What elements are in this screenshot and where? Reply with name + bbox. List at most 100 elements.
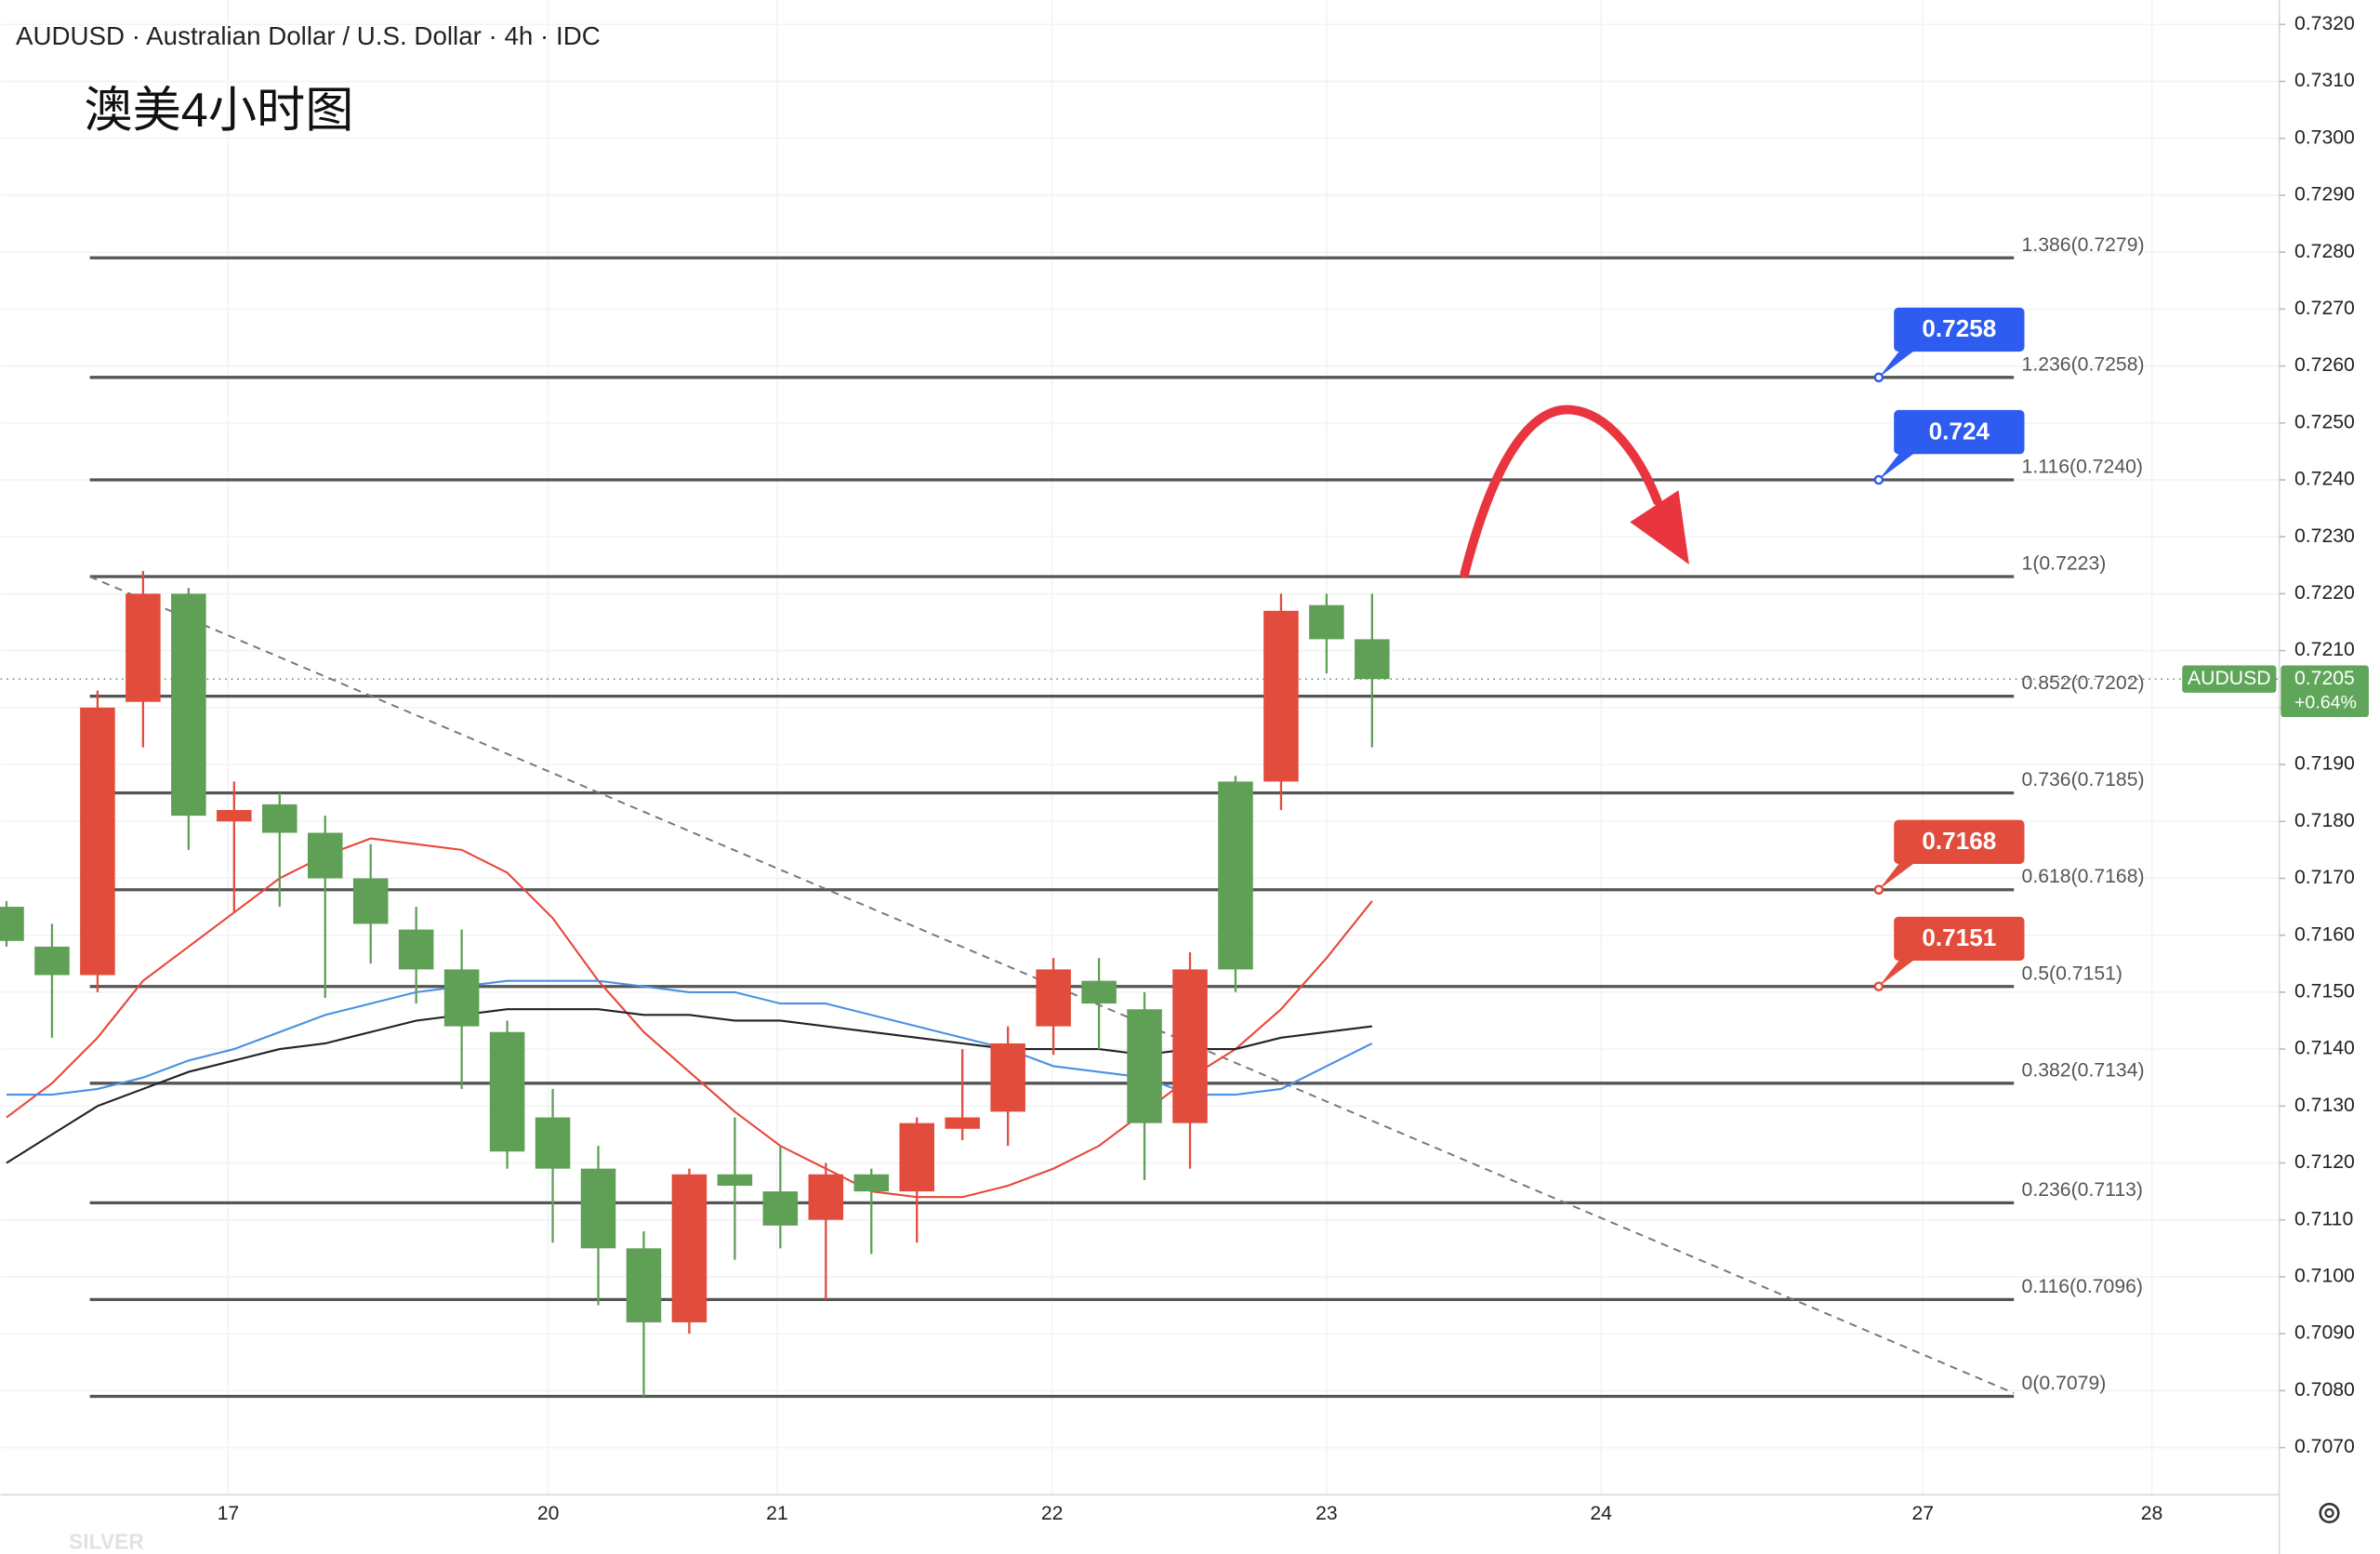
candle-body	[1081, 980, 1117, 1004]
y-tick-label: 0.7080	[2294, 1379, 2355, 1401]
symbol-tag	[2182, 665, 2277, 693]
y-tick-label: 0.7110	[2294, 1208, 2353, 1229]
x-tick-label: 24	[1590, 1503, 1612, 1524]
badge-box	[1894, 307, 2025, 352]
candle	[1036, 958, 1071, 1056]
fib-label: 0.236(0.7113)	[2022, 1179, 2143, 1201]
chart-title: AUDUSD · Australian Dollar / U.S. Dollar…	[16, 21, 601, 50]
candle-body	[1036, 969, 1071, 1027]
candle-body	[34, 946, 70, 976]
y-tick-label: 0.7130	[2294, 1095, 2355, 1116]
candle	[671, 1168, 707, 1335]
candle	[80, 690, 115, 992]
candle-body	[0, 907, 24, 941]
badge-anchor	[1873, 372, 1884, 383]
candle	[126, 570, 161, 748]
y-tick-label: 0.7320	[2294, 13, 2355, 34]
candle-body	[1355, 639, 1390, 680]
candle-body	[671, 1174, 707, 1322]
candle	[1218, 776, 1253, 992]
y-tick-label: 0.7210	[2294, 639, 2355, 660]
chart-subtitle: 澳美4小时图	[84, 84, 353, 138]
candle	[580, 1146, 616, 1306]
fib-label: 0(0.7079)	[2022, 1373, 2107, 1394]
x-tick-label: 23	[1316, 1503, 1338, 1524]
y-tick-label: 0.7280	[2294, 241, 2355, 262]
candle	[808, 1162, 844, 1300]
fib-label: 0.852(0.7202)	[2022, 672, 2145, 694]
fib-label: 0.5(0.7151)	[2022, 963, 2122, 984]
x-tick-label: 28	[2141, 1503, 2163, 1524]
y-tick-label: 0.7220	[2294, 582, 2355, 604]
candle-body	[853, 1174, 890, 1192]
fib-label: 0.736(0.7185)	[2022, 769, 2145, 790]
candle-body	[580, 1168, 616, 1249]
candle-body	[171, 593, 206, 817]
grid	[0, 0, 2280, 1495]
candle	[489, 1020, 525, 1169]
price-tag-change: +0.64%	[2294, 693, 2357, 713]
badge-label: 0.724	[1929, 417, 1990, 445]
x-tick-label: 20	[537, 1503, 560, 1524]
y-tick-label: 0.7240	[2294, 469, 2355, 490]
plot: 1.386(0.7279) 1.236(0.7258) 1.116(0.7240) 1…	[0, 234, 2280, 1399]
candle-body	[489, 1031, 525, 1152]
y-tick-label: 0.7300	[2294, 126, 2355, 148]
y-tick-label: 0.7290	[2294, 184, 2355, 206]
y-tick-label: 0.7140	[2294, 1038, 2355, 1059]
price-tag-value: 0.7205	[2294, 668, 2355, 689]
badge-pointer	[1878, 350, 1916, 378]
candle-body	[1218, 781, 1253, 970]
candle	[443, 929, 480, 1089]
candle-body	[217, 810, 252, 822]
badge-anchor	[1873, 981, 1884, 992]
candle	[990, 1026, 1025, 1147]
badge-pointer	[1878, 862, 1916, 890]
x-tick-label: 27	[1911, 1503, 1934, 1524]
candle	[1309, 593, 1344, 674]
badge-anchor	[1873, 884, 1884, 896]
badge-pointer	[1878, 959, 1916, 987]
candle-body	[1309, 604, 1344, 640]
y-tick-label: 0.7310	[2294, 70, 2355, 91]
y-tick-label: 0.7230	[2294, 525, 2355, 547]
forecast-arrow	[1460, 405, 1662, 578]
price-tag	[2281, 665, 2369, 718]
candle-body	[626, 1248, 662, 1322]
candle	[352, 843, 389, 964]
candle	[307, 816, 343, 999]
price-badge: 0.724	[1873, 409, 2025, 485]
x-tick-label: 22	[1041, 1503, 1064, 1524]
candle-body	[945, 1117, 980, 1129]
price-badge: 0.7151	[1873, 916, 2025, 992]
forecast-arrow-head	[1630, 490, 1689, 565]
y-tick-label: 0.7150	[2294, 980, 2355, 1002]
badge-box	[1894, 916, 2025, 962]
x-tick-label: 17	[218, 1503, 240, 1524]
candle	[899, 1117, 935, 1243]
symbol-tag-label: AUDUSD	[2188, 668, 2271, 689]
fib-label: 1.236(0.7258)	[2022, 353, 2145, 375]
badge-box	[1894, 819, 2025, 864]
y-tick-label: 0.7120	[2294, 1151, 2355, 1173]
fib-label: 1.116(0.7240)	[2022, 457, 2143, 478]
y-tick-label: 0.7070	[2294, 1436, 2355, 1457]
y-tick-label: 0.7180	[2294, 810, 2355, 831]
candle	[1127, 991, 1162, 1180]
y-tick-label: 0.7160	[2294, 923, 2355, 945]
candle	[262, 792, 298, 908]
settings-icon[interactable]	[2319, 1502, 2340, 1524]
y-tick-label: 0.7190	[2294, 753, 2355, 775]
fib-label: 0.618(0.7168)	[2022, 866, 2145, 887]
candle-body	[990, 1043, 1025, 1112]
y-tick-label: 0.7250	[2294, 411, 2355, 432]
fib-label: 0.382(0.7134)	[2022, 1059, 2145, 1081]
fib-label: 0.116(0.7096)	[2022, 1276, 2143, 1297]
candle	[853, 1168, 890, 1255]
candle	[217, 781, 252, 913]
badge-box	[1894, 409, 2025, 455]
candle	[626, 1230, 662, 1397]
candle	[762, 1146, 799, 1249]
candle	[1263, 593, 1299, 811]
